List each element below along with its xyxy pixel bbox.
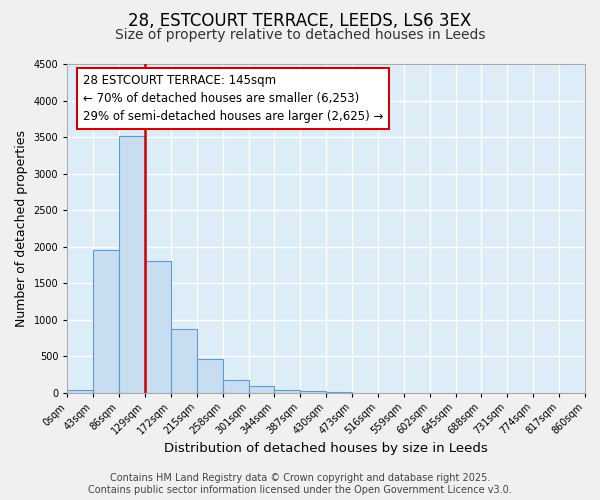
Bar [197, 359, 223, 392]
Bar [93, 250, 119, 392]
Text: Contains HM Land Registry data © Crown copyright and database right 2025.
Contai: Contains HM Land Registry data © Crown c… [88, 474, 512, 495]
Bar [67, 390, 93, 392]
Bar [223, 380, 248, 392]
X-axis label: Distribution of detached houses by size in Leeds: Distribution of detached houses by size … [164, 442, 488, 455]
Text: Size of property relative to detached houses in Leeds: Size of property relative to detached ho… [115, 28, 485, 42]
Bar [274, 390, 300, 392]
Bar [248, 386, 274, 392]
Bar [145, 261, 171, 392]
Bar [171, 329, 197, 392]
Bar [119, 136, 145, 392]
Text: 28 ESTCOURT TERRACE: 145sqm
← 70% of detached houses are smaller (6,253)
29% of : 28 ESTCOURT TERRACE: 145sqm ← 70% of det… [83, 74, 383, 123]
Y-axis label: Number of detached properties: Number of detached properties [15, 130, 28, 327]
Text: 28, ESTCOURT TERRACE, LEEDS, LS6 3EX: 28, ESTCOURT TERRACE, LEEDS, LS6 3EX [128, 12, 472, 30]
